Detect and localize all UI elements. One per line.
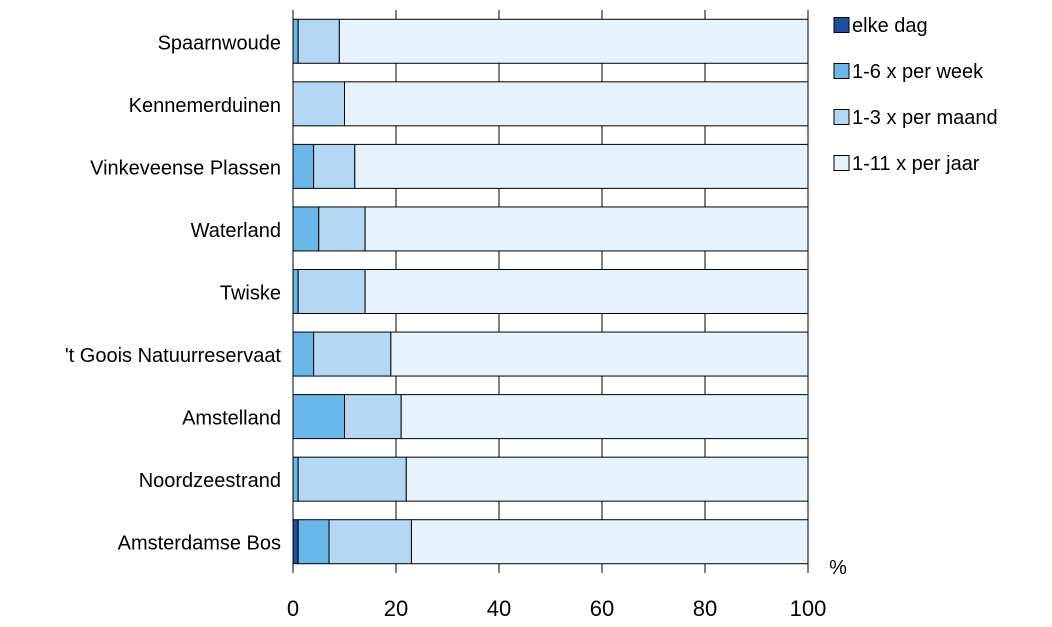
bar-8-series-3: [297, 456, 407, 502]
bar-6-series-3: [313, 331, 392, 377]
legend-swatch: [833, 17, 850, 33]
category-label: Spaarnwoude: [158, 32, 281, 54]
category-label: Noordzeestrand: [139, 470, 281, 492]
bar-6-series-2: [292, 331, 315, 377]
x-unit-label: %: [829, 557, 847, 579]
bar-6-series-4: [390, 331, 809, 377]
x-tick-label: 0: [287, 596, 299, 621]
bar-8-series-4: [405, 456, 809, 502]
bar-5-series-3: [297, 269, 366, 314]
bar-9-series-4: [410, 519, 809, 565]
bar-7-series-2: [292, 394, 345, 440]
legend-swatch: [833, 155, 850, 171]
bar-3-series-2: [292, 143, 315, 189]
bar-1-series-4: [338, 18, 809, 64]
x-tick-label: 40: [487, 596, 511, 621]
bar-4-series-3: [318, 206, 366, 252]
x-tick-label: 20: [384, 596, 408, 621]
category-label: Vinkeveense Plassen: [90, 157, 281, 179]
bar-5-series-4: [364, 269, 809, 314]
bar-3-series-3: [313, 143, 356, 189]
axes: Spaarnwoude Kennemerduinen Vinkeveense Pla…: [65, 10, 847, 621]
legend-label: 1-3 x per maand: [852, 107, 998, 129]
bar-1-series-3: [297, 18, 340, 64]
bar-4-series-2: [292, 206, 320, 252]
x-tick-label: 80: [693, 596, 717, 621]
legend: elke dag 1-6 x per week 1-3 x per maand 1-1…: [833, 15, 998, 175]
bar-9-series-2: [297, 519, 330, 565]
bar-3-series-4: [354, 143, 809, 189]
bar-7-series-4: [400, 394, 809, 440]
category-label: Waterland: [191, 220, 281, 242]
bar-2-series-3: [292, 81, 345, 127]
x-tick-label: 100: [790, 596, 827, 621]
category-label: Amstelland: [182, 408, 281, 430]
legend-label: 1-6 x per week: [852, 61, 984, 83]
bar-4-series-4: [364, 206, 809, 252]
legend-label: elke dag: [852, 15, 928, 37]
bar-1-series-2: [292, 18, 299, 64]
bar-7-series-3: [344, 394, 402, 440]
category-label: Twiske: [220, 283, 281, 305]
bar-9-series-1: [292, 519, 299, 565]
legend-label: 1-11 x per jaar: [852, 153, 980, 175]
x-tick-label: 60: [590, 596, 614, 621]
category-label: Kennemerduinen: [129, 95, 281, 117]
bar-9-series-3: [328, 519, 412, 565]
bar-8-series-2: [292, 456, 299, 502]
bars: [292, 18, 809, 565]
category-label: 't Goois Natuurreservaat: [65, 345, 282, 367]
category-label: Amsterdamse Bos: [118, 533, 281, 555]
bar-2-series-4: [344, 81, 809, 127]
bar-5-series-2: [292, 269, 299, 314]
legend-swatch: [833, 63, 850, 79]
legend-swatch: [833, 109, 850, 125]
